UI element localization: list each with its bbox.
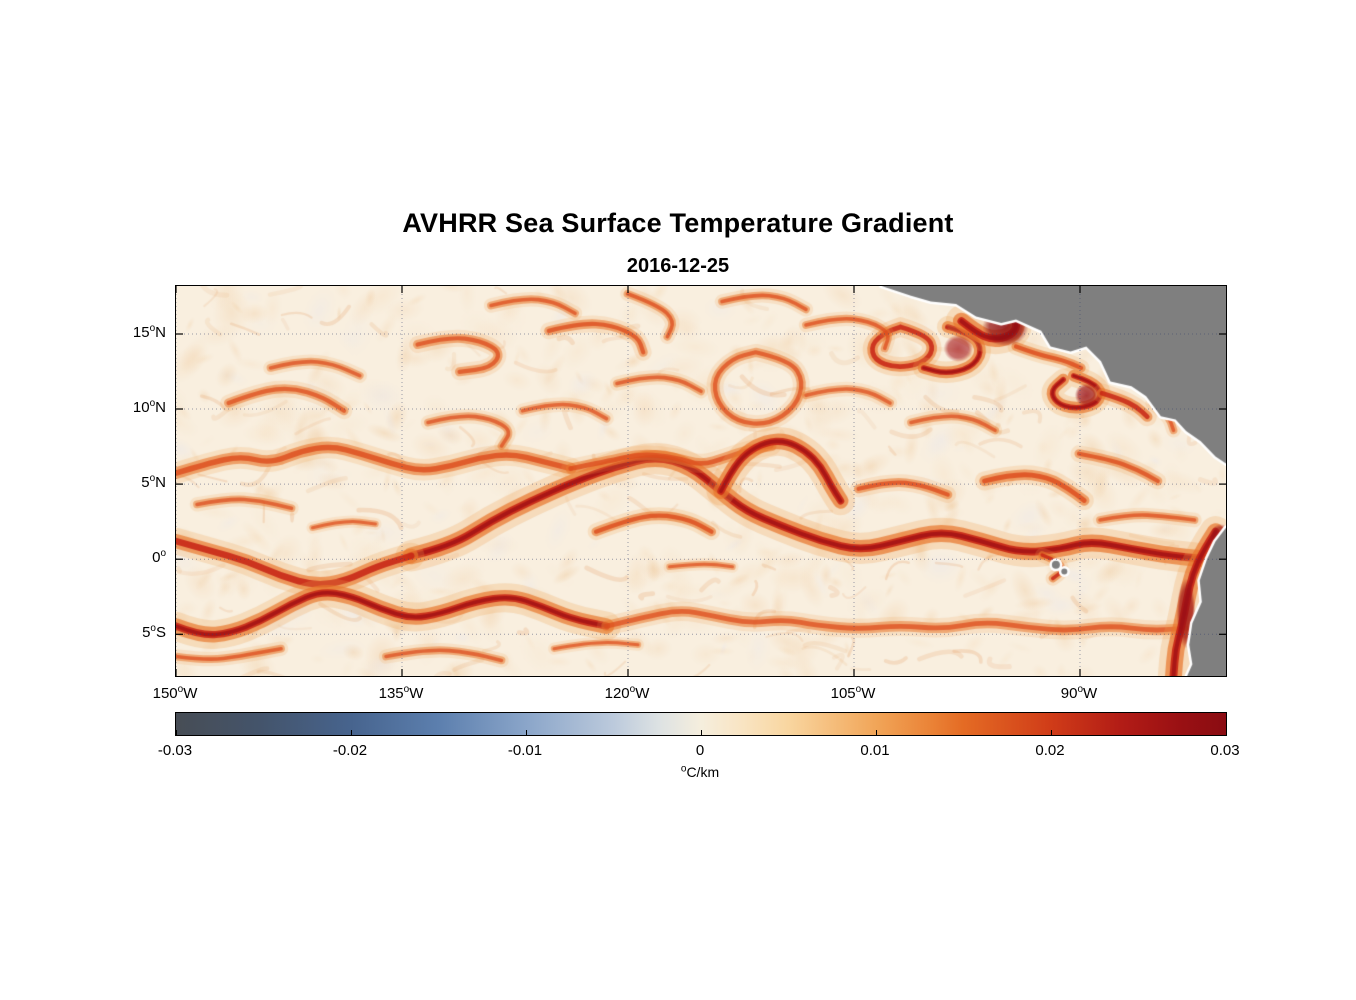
degree-symbol: o [680, 763, 687, 775]
colorbar-tick-label: -0.03 [157, 742, 193, 759]
degree-symbol: o [150, 623, 156, 634]
degree-symbol: o [1077, 684, 1084, 695]
y-tick-label: 5oS [142, 623, 166, 642]
sst-gradient-heatmap-canvas [176, 286, 1226, 676]
colorbar [175, 712, 1227, 736]
x-tick-label: 150oW [152, 684, 198, 703]
figure-subtitle: 2016-12-25 [626, 255, 730, 277]
colorbar-gradient [176, 713, 1226, 735]
colorbar-tick-mark [350, 730, 352, 735]
colorbar-tick-label: -0.02 [332, 742, 368, 759]
plot-area [175, 285, 1227, 677]
figure-title: AVHRR Sea Surface Temperature Gradient [402, 208, 954, 238]
colorbar-tick-label: 0.03 [1210, 742, 1240, 759]
colorbar-tick-mark [525, 730, 527, 735]
x-tick-label: 135oW [378, 684, 424, 703]
y-tick-label: 0o [152, 548, 166, 567]
colorbar-tick-mark [875, 730, 877, 735]
colorbar-tick-label: 0.02 [1035, 742, 1065, 759]
y-tick-label: 5oN [141, 473, 166, 492]
degree-symbol: o [149, 323, 156, 334]
degree-symbol: o [403, 684, 410, 695]
colorbar-tick-mark [1225, 730, 1227, 735]
colorbar-tick-label: 0 [695, 742, 705, 759]
colorbar-tick-label: -0.01 [507, 742, 543, 759]
degree-symbol: o [149, 398, 156, 409]
colorbar-tick-mark [700, 730, 702, 735]
y-tick-label: 15oN [132, 323, 166, 342]
x-tick-label: 105oW [830, 684, 876, 703]
x-tick-label: 90oW [1060, 684, 1098, 703]
degree-symbol: o [160, 548, 166, 559]
degree-symbol: o [629, 684, 636, 695]
degree-symbol: o [177, 684, 184, 695]
degree-symbol: o [149, 473, 156, 484]
colorbar-tick-label: 0.01 [860, 742, 890, 759]
colorbar-tick-mark [1050, 730, 1052, 735]
x-tick-label: 120oW [604, 684, 650, 703]
degree-symbol: o [855, 684, 862, 695]
y-tick-label: 10oN [132, 398, 166, 417]
colorbar-tick-mark [175, 730, 177, 735]
colorbar-unit-label: oC/km [680, 763, 720, 780]
